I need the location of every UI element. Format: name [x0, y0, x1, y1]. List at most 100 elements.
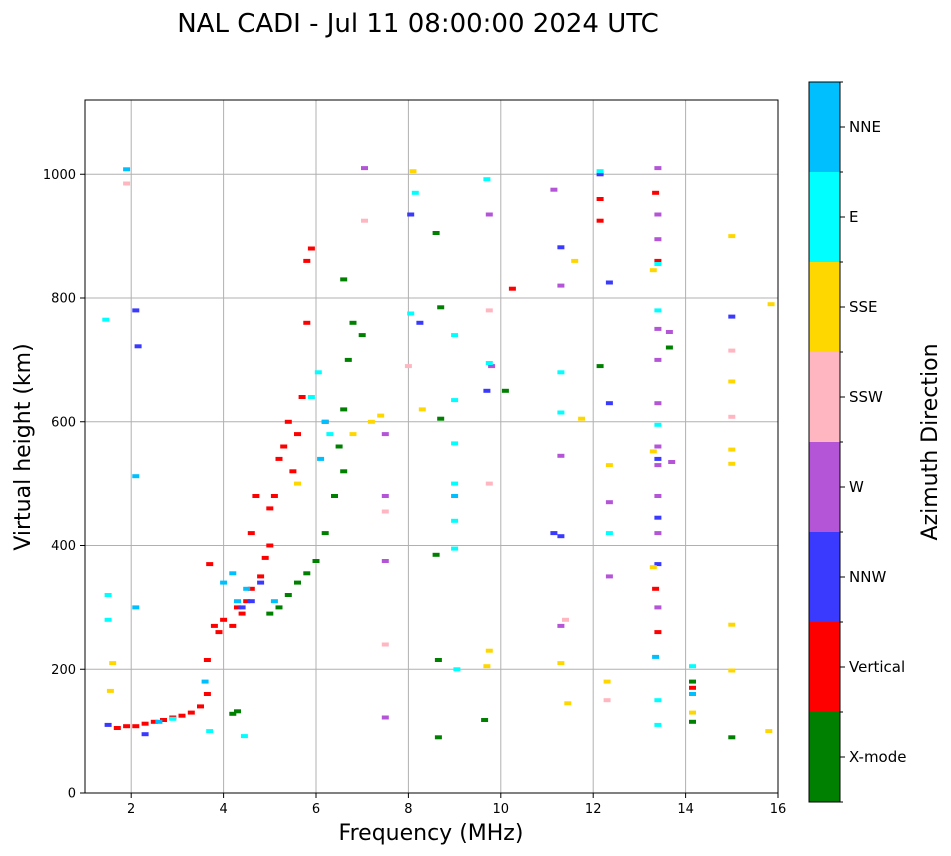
x-tick-label: 2	[127, 802, 135, 817]
x-tick-label: 16	[770, 802, 787, 817]
data-point	[358, 333, 366, 338]
data-point	[654, 258, 662, 263]
data-point	[247, 586, 255, 591]
data-point	[451, 494, 459, 498]
data-point	[689, 710, 696, 715]
data-point	[654, 326, 662, 331]
data-point	[229, 571, 237, 576]
data-point	[206, 562, 214, 567]
colorbar-segment	[809, 82, 840, 172]
data-point	[654, 494, 662, 498]
colorbar-label: X-mode	[849, 748, 906, 766]
data-point	[453, 667, 461, 672]
data-point	[229, 711, 237, 716]
data-point	[340, 407, 348, 412]
data-point	[603, 679, 611, 684]
data-point	[689, 679, 696, 684]
data-point	[485, 648, 493, 653]
data-point	[508, 286, 516, 291]
data-point	[132, 724, 140, 729]
data-point	[106, 688, 114, 693]
data-point	[132, 308, 140, 313]
data-point	[416, 320, 424, 325]
data-point	[266, 506, 274, 511]
data-point	[307, 395, 315, 399]
data-point	[238, 611, 246, 616]
data-point	[201, 679, 209, 684]
x-tick-label: 6	[312, 802, 320, 817]
data-point	[596, 218, 604, 223]
data-point	[160, 718, 167, 722]
colorbar-label: NNE	[849, 118, 881, 136]
data-point	[381, 509, 389, 514]
colorbar-segment	[809, 172, 840, 262]
data-point	[728, 234, 736, 239]
data-point	[289, 469, 297, 474]
data-point	[665, 345, 673, 350]
colorbar-label: Vertical	[849, 658, 905, 676]
data-point	[605, 500, 613, 505]
y-tick-label: 1000	[43, 168, 76, 183]
data-point	[652, 586, 660, 591]
data-point	[234, 709, 241, 714]
data-point	[312, 559, 320, 563]
data-point	[294, 481, 301, 486]
data-point	[284, 593, 292, 597]
data-point	[437, 416, 445, 421]
data-point	[689, 685, 696, 690]
data-point	[132, 474, 140, 479]
data-point	[689, 719, 696, 724]
series-w	[361, 166, 676, 720]
data-point	[728, 447, 736, 452]
series-sse	[106, 169, 775, 734]
data-point	[728, 668, 736, 673]
data-point	[481, 718, 489, 722]
data-point	[557, 623, 565, 628]
data-point	[596, 364, 604, 369]
data-point	[261, 555, 269, 560]
data-point	[483, 664, 491, 669]
data-point	[187, 710, 195, 715]
data-point	[257, 580, 265, 585]
data-point	[367, 419, 375, 424]
data-point	[654, 562, 662, 567]
data-point	[605, 574, 613, 579]
data-point	[266, 611, 274, 616]
data-point	[605, 280, 613, 285]
data-point	[344, 357, 352, 362]
data-point	[654, 698, 662, 703]
data-point	[485, 361, 493, 365]
data-point	[247, 599, 255, 604]
data-point	[451, 481, 459, 486]
y-tick-label: 200	[51, 663, 76, 678]
colorbar-segment	[809, 442, 840, 532]
data-point	[596, 172, 604, 177]
data-point	[654, 463, 662, 468]
data-point	[557, 410, 565, 415]
data-point	[501, 388, 509, 393]
data-point	[266, 543, 274, 548]
plot-frame	[84, 99, 779, 794]
data-point	[123, 724, 131, 729]
data-point	[654, 456, 662, 461]
data-point	[451, 333, 459, 338]
series-x-mode	[229, 231, 736, 740]
data-point	[728, 348, 736, 353]
data-point	[605, 463, 613, 468]
chart-title: NAL CADI - Jul 11 08:00:00 2024 UTC	[177, 9, 659, 39]
data-point	[654, 722, 662, 727]
y-tick-label: 800	[51, 292, 76, 307]
x-tick-label: 4	[219, 802, 227, 817]
data-point	[485, 212, 493, 217]
data-point	[141, 732, 149, 737]
data-point	[220, 580, 228, 585]
data-point	[767, 302, 775, 307]
colorbar-segment	[809, 532, 840, 622]
series-e	[102, 169, 696, 739]
data-point	[409, 169, 417, 174]
data-point	[141, 721, 149, 726]
colorbar: X-mode Vertical NNW W SSW SSE E NNE	[808, 81, 906, 803]
data-point	[270, 599, 278, 604]
x-axis-label: Frequency (MHz)	[339, 821, 524, 846]
data-point	[654, 515, 662, 520]
